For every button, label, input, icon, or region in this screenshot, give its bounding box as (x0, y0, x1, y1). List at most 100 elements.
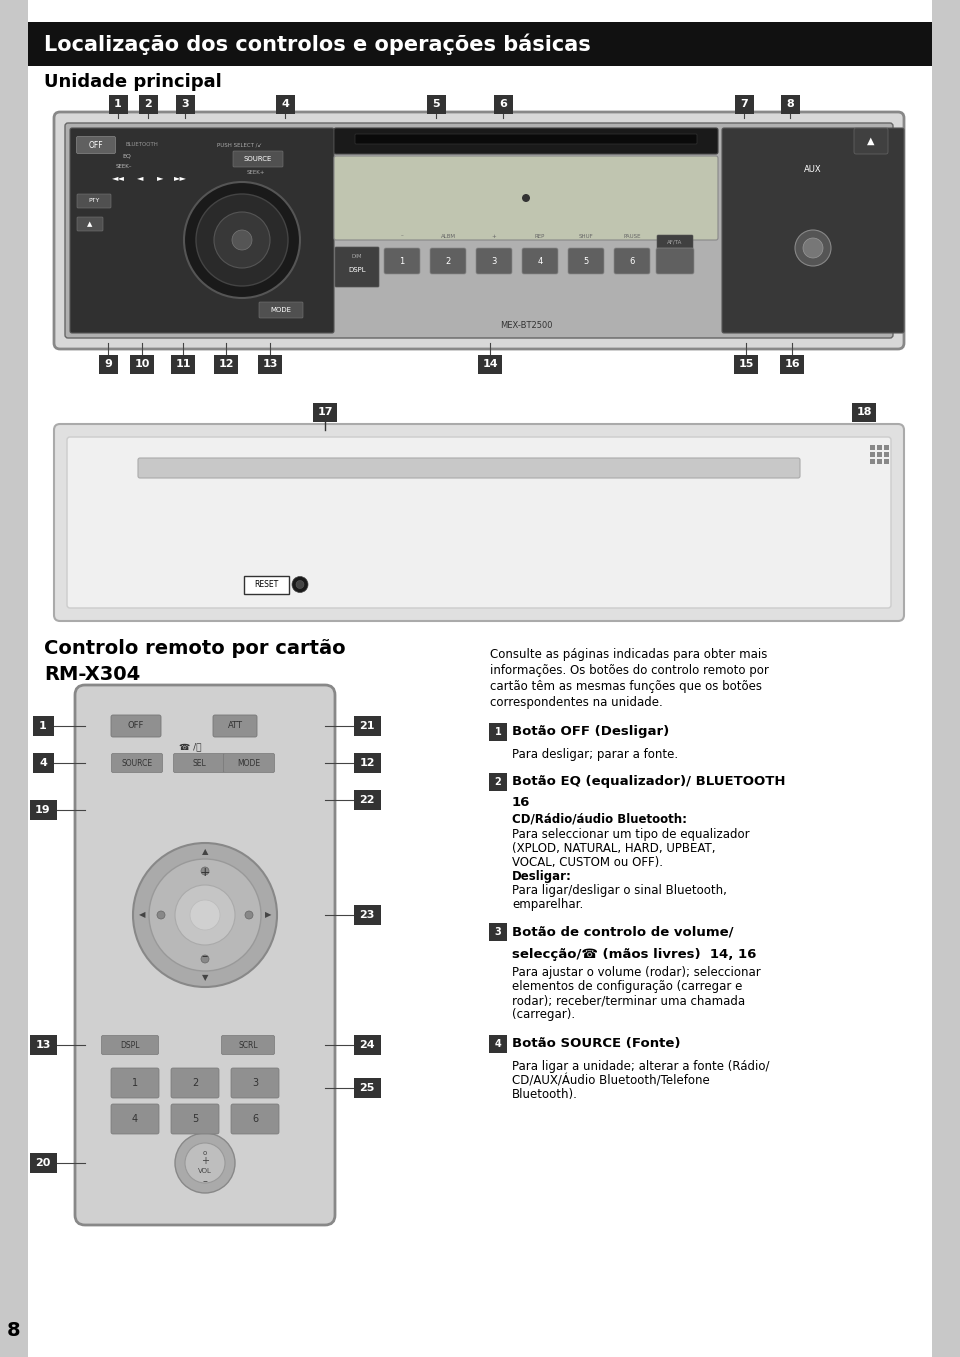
Text: 13: 13 (36, 1039, 51, 1050)
FancyBboxPatch shape (354, 1077, 381, 1098)
FancyBboxPatch shape (111, 1105, 159, 1134)
Text: 2: 2 (445, 256, 450, 266)
Bar (28, 22, 932, 66)
Circle shape (157, 911, 165, 919)
Text: 1: 1 (132, 1077, 138, 1088)
FancyBboxPatch shape (334, 128, 718, 153)
Text: 22: 22 (359, 795, 374, 805)
FancyBboxPatch shape (430, 248, 466, 274)
FancyBboxPatch shape (54, 423, 904, 622)
Text: ☎ /🎵: ☎ /🎵 (179, 742, 202, 752)
Text: 7: 7 (740, 99, 748, 109)
Circle shape (292, 577, 308, 593)
Text: Botão SOURCE (Fonte): Botão SOURCE (Fonte) (512, 1038, 681, 1050)
Bar (877, 452, 882, 457)
Text: 1: 1 (494, 727, 501, 737)
Text: ►►: ►► (174, 174, 186, 182)
Text: ▲: ▲ (202, 848, 208, 856)
FancyBboxPatch shape (130, 356, 154, 375)
Text: Para desligar; parar a fonte.: Para desligar; parar a fonte. (512, 748, 678, 761)
Circle shape (190, 900, 220, 930)
Text: ALBM: ALBM (441, 233, 455, 239)
Text: 14: 14 (482, 360, 498, 369)
Text: SEEK–: SEEK– (116, 163, 132, 168)
Text: 23: 23 (359, 911, 374, 920)
Text: MODE: MODE (271, 307, 292, 313)
Text: RESET: RESET (253, 579, 278, 589)
Text: –: – (203, 1177, 207, 1186)
FancyBboxPatch shape (259, 303, 303, 318)
Text: BLUETOOTH: BLUETOOTH (126, 141, 158, 147)
Bar (884, 452, 889, 457)
Circle shape (175, 885, 235, 944)
FancyBboxPatch shape (233, 151, 283, 167)
Text: selecção/☎ (mãos livres)  14, 16: selecção/☎ (mãos livres) 14, 16 (512, 949, 756, 961)
FancyBboxPatch shape (214, 356, 238, 375)
FancyBboxPatch shape (171, 1105, 219, 1134)
Text: 16: 16 (512, 797, 530, 809)
FancyBboxPatch shape (427, 95, 446, 114)
Text: Controlo remoto por cartão: Controlo remoto por cartão (44, 639, 346, 658)
FancyBboxPatch shape (354, 716, 381, 735)
FancyBboxPatch shape (77, 137, 115, 153)
FancyBboxPatch shape (384, 248, 420, 274)
Circle shape (184, 182, 300, 299)
FancyBboxPatch shape (734, 356, 758, 375)
Text: DIM: DIM (351, 254, 362, 258)
FancyBboxPatch shape (656, 248, 694, 274)
FancyBboxPatch shape (111, 715, 161, 737)
Circle shape (196, 194, 288, 286)
Text: AUX: AUX (804, 166, 822, 175)
Circle shape (149, 859, 261, 972)
Text: DSPL: DSPL (348, 267, 366, 273)
FancyBboxPatch shape (657, 235, 693, 248)
FancyBboxPatch shape (313, 403, 337, 422)
FancyBboxPatch shape (65, 123, 893, 338)
FancyBboxPatch shape (33, 716, 54, 735)
Text: o: o (203, 1149, 207, 1156)
Text: 4: 4 (538, 256, 542, 266)
FancyBboxPatch shape (30, 801, 57, 820)
FancyBboxPatch shape (258, 356, 282, 375)
Circle shape (185, 1143, 225, 1183)
FancyBboxPatch shape (138, 459, 800, 478)
Text: Unidade principal: Unidade principal (44, 73, 222, 91)
Text: 9: 9 (104, 360, 112, 369)
Text: cartão têm as mesmas funções que os botões: cartão têm as mesmas funções que os botõ… (490, 680, 762, 693)
Text: OFF: OFF (128, 722, 144, 730)
Text: MEX-BT2500: MEX-BT2500 (500, 320, 552, 330)
FancyBboxPatch shape (522, 248, 558, 274)
Text: 3: 3 (492, 256, 496, 266)
Text: 8: 8 (7, 1320, 21, 1339)
Text: Localização dos controlos e operações básicas: Localização dos controlos e operações bá… (44, 34, 590, 54)
Bar (877, 459, 882, 464)
Text: (carregar).: (carregar). (512, 1008, 575, 1020)
FancyBboxPatch shape (77, 217, 103, 231)
Text: 17: 17 (317, 407, 333, 417)
FancyBboxPatch shape (735, 95, 754, 114)
Text: SOURCE: SOURCE (121, 759, 153, 768)
Text: 12: 12 (218, 360, 233, 369)
Text: Botão OFF (Desligar): Botão OFF (Desligar) (512, 726, 669, 738)
Text: Consulte as páginas indicadas para obter mais: Consulte as páginas indicadas para obter… (490, 649, 767, 661)
Circle shape (522, 194, 530, 202)
Text: +: + (201, 1156, 209, 1166)
Text: +: + (200, 867, 210, 879)
Text: 24: 24 (359, 1039, 374, 1050)
Text: SHUF: SHUF (579, 233, 593, 239)
Text: PTY: PTY (88, 198, 100, 204)
Text: SOURCE: SOURCE (244, 156, 273, 161)
Circle shape (795, 229, 831, 266)
Text: 12: 12 (359, 759, 374, 768)
Text: Botão de controlo de volume/: Botão de controlo de volume/ (512, 925, 733, 939)
Text: 16: 16 (784, 360, 800, 369)
Text: 5: 5 (192, 1114, 198, 1124)
Text: ▲: ▲ (867, 136, 875, 147)
FancyBboxPatch shape (354, 790, 381, 810)
FancyBboxPatch shape (852, 403, 876, 422)
FancyBboxPatch shape (139, 95, 158, 114)
Text: VOL: VOL (198, 1168, 212, 1174)
FancyBboxPatch shape (489, 773, 507, 791)
Text: 1: 1 (399, 256, 404, 266)
FancyBboxPatch shape (780, 356, 804, 375)
